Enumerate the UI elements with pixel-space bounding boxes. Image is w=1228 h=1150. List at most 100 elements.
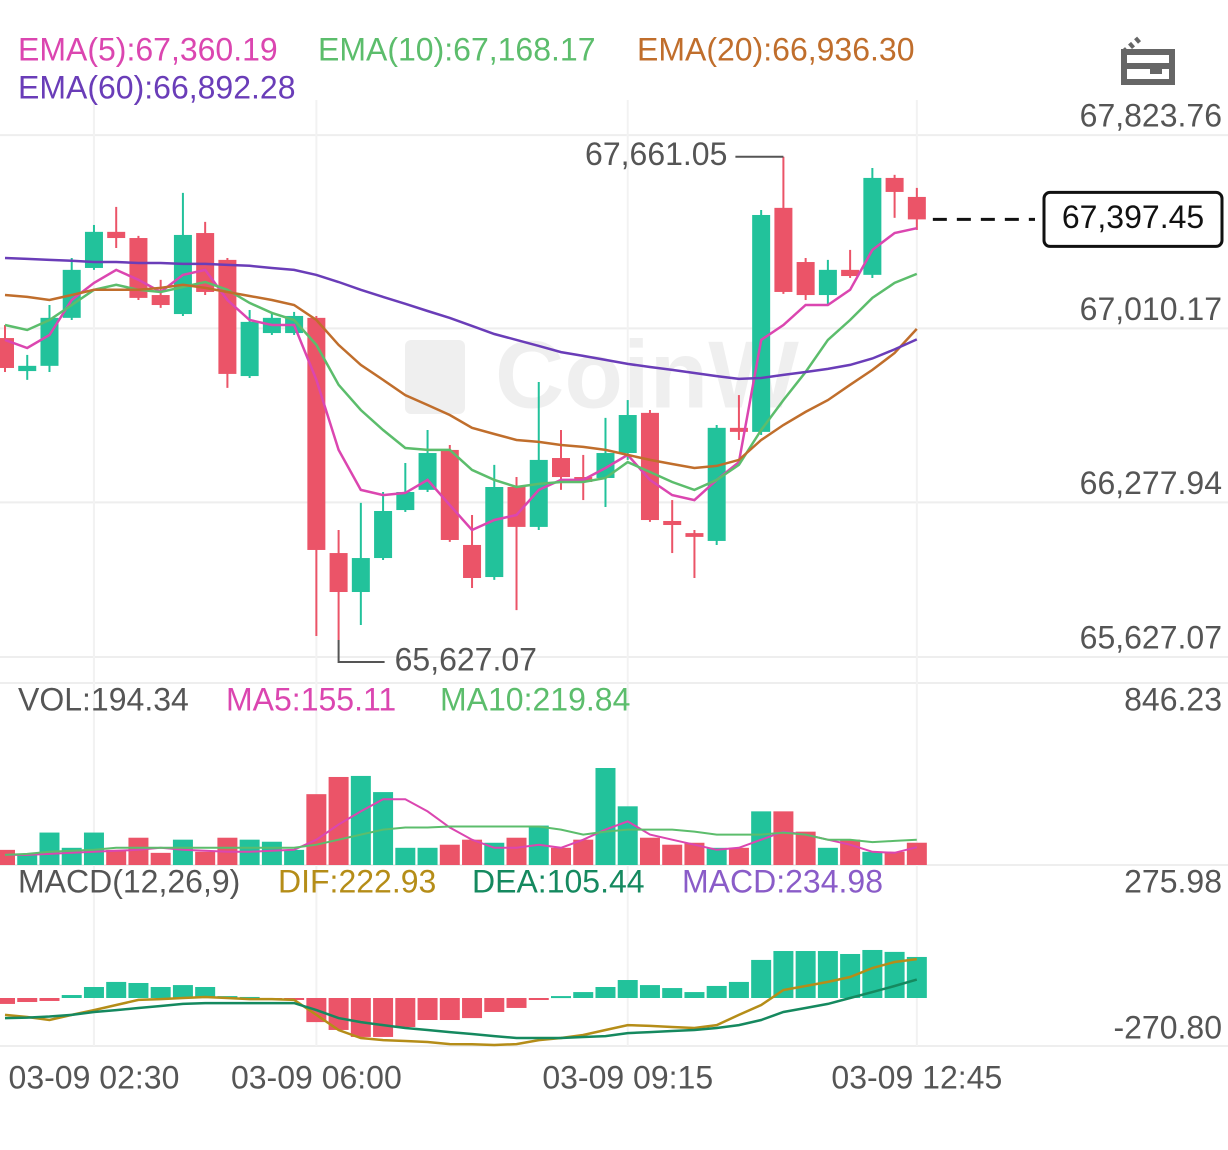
volume-bar <box>862 851 883 865</box>
macd-bar <box>662 988 683 999</box>
ema-line <box>4 256 918 381</box>
volume-bar <box>751 811 772 865</box>
x-tick-label: 03-09 06:00 <box>231 1059 402 1095</box>
candle-body <box>552 458 570 478</box>
volume-bar <box>417 847 438 865</box>
macd-bar <box>528 998 549 1001</box>
macd-bar <box>906 956 927 999</box>
volume-bar <box>617 806 638 865</box>
volume-legend: VOL:194.34 <box>18 681 189 717</box>
volume-bar <box>462 839 483 865</box>
candle-body <box>84 231 103 268</box>
candle-body <box>218 259 237 374</box>
volume-bar <box>150 852 171 865</box>
volume-bar <box>0 849 15 865</box>
layout-icon[interactable] <box>1121 35 1175 85</box>
macd-line <box>4 978 918 1040</box>
candle-body <box>18 365 37 372</box>
macd-bar <box>350 998 371 1037</box>
y-tick-label: 65,627.07 <box>1080 619 1222 655</box>
candle-body <box>107 231 126 239</box>
candle-body <box>640 412 659 521</box>
candle-body <box>685 533 704 537</box>
volume-bar <box>817 847 838 865</box>
candle-body <box>841 269 860 277</box>
candle-body <box>151 295 170 306</box>
candle-body <box>907 196 926 220</box>
icon-frame[interactable] <box>1121 49 1175 85</box>
macd-bar <box>484 998 505 1012</box>
macd-bar <box>395 998 416 1027</box>
volume-bar <box>684 842 705 865</box>
macd-bar <box>0 998 15 1004</box>
volume-bar <box>506 837 527 865</box>
candle-body <box>329 553 348 593</box>
candle-body <box>618 415 637 454</box>
macd-bar <box>462 998 483 1019</box>
legend-entry: EMA(60):66,892.28 <box>18 69 296 105</box>
candle-body <box>0 338 14 368</box>
candle-body <box>663 520 682 526</box>
volume-bar <box>328 776 349 865</box>
volume-bar <box>306 794 327 865</box>
macd-bar <box>773 951 794 999</box>
macd-legend: DEA:105.44 <box>472 863 645 899</box>
candle-body <box>729 427 748 432</box>
last-price-box <box>1042 190 1224 248</box>
legend-entry: EMA(20):66,936.30 <box>637 31 915 67</box>
macd-bar <box>728 981 749 999</box>
volume-bar <box>906 842 927 865</box>
macd-bar <box>551 996 571 999</box>
volume-bar <box>595 768 616 865</box>
macd-bar <box>373 998 394 1037</box>
low-pointer <box>337 639 385 663</box>
volume-bar <box>106 849 127 865</box>
volume-bar <box>728 847 749 865</box>
macd-bar <box>328 998 349 1030</box>
candle-body <box>707 427 726 541</box>
macd-bar <box>884 951 905 999</box>
volume-bar <box>551 847 571 865</box>
volume-bar <box>573 839 594 865</box>
volume-bar <box>439 844 460 865</box>
volume-bar <box>83 832 104 865</box>
macd-bar <box>17 998 38 1003</box>
candle-body <box>240 321 259 377</box>
volume-legend: MA10:219.84 <box>440 681 630 717</box>
ema-line <box>4 283 918 470</box>
volume-bar <box>773 811 794 865</box>
macd-bar <box>106 981 127 999</box>
icon-dot[interactable] <box>1150 68 1162 74</box>
x-tick-label: 03-09 02:30 <box>9 1059 180 1095</box>
macd-bar <box>684 992 705 999</box>
candle-body <box>796 262 815 296</box>
macd-bar <box>595 986 616 999</box>
candle-body <box>752 214 771 432</box>
macd-bar <box>39 998 60 1001</box>
candle-body <box>374 510 393 559</box>
macd-bar <box>639 985 660 999</box>
macd-bar <box>439 998 460 1021</box>
volume-bar <box>706 847 727 865</box>
volume-bar <box>39 832 60 865</box>
macd-bar <box>862 949 883 999</box>
candle-body <box>396 491 415 511</box>
volume-bar <box>884 851 905 865</box>
last-price-label: 67,397.45 <box>1062 199 1204 235</box>
volume-bar <box>662 844 683 865</box>
icon-lid[interactable] <box>1122 35 1142 55</box>
legend-entry: EMA(5):67,360.19 <box>18 31 278 67</box>
volume-tick-label: 846.23 <box>1124 681 1222 717</box>
macd-legend: DIF:222.93 <box>278 863 436 899</box>
low-label: 65,627.07 <box>395 641 537 677</box>
macd-bar <box>417 998 438 1021</box>
macd-bar <box>751 959 772 999</box>
macd-bar <box>172 985 193 999</box>
macd-bar <box>706 985 727 999</box>
candle-body <box>418 453 437 490</box>
candle-body <box>351 558 370 593</box>
macd-bar <box>128 982 149 999</box>
y-tick-label: 66,277.94 <box>1080 465 1222 501</box>
